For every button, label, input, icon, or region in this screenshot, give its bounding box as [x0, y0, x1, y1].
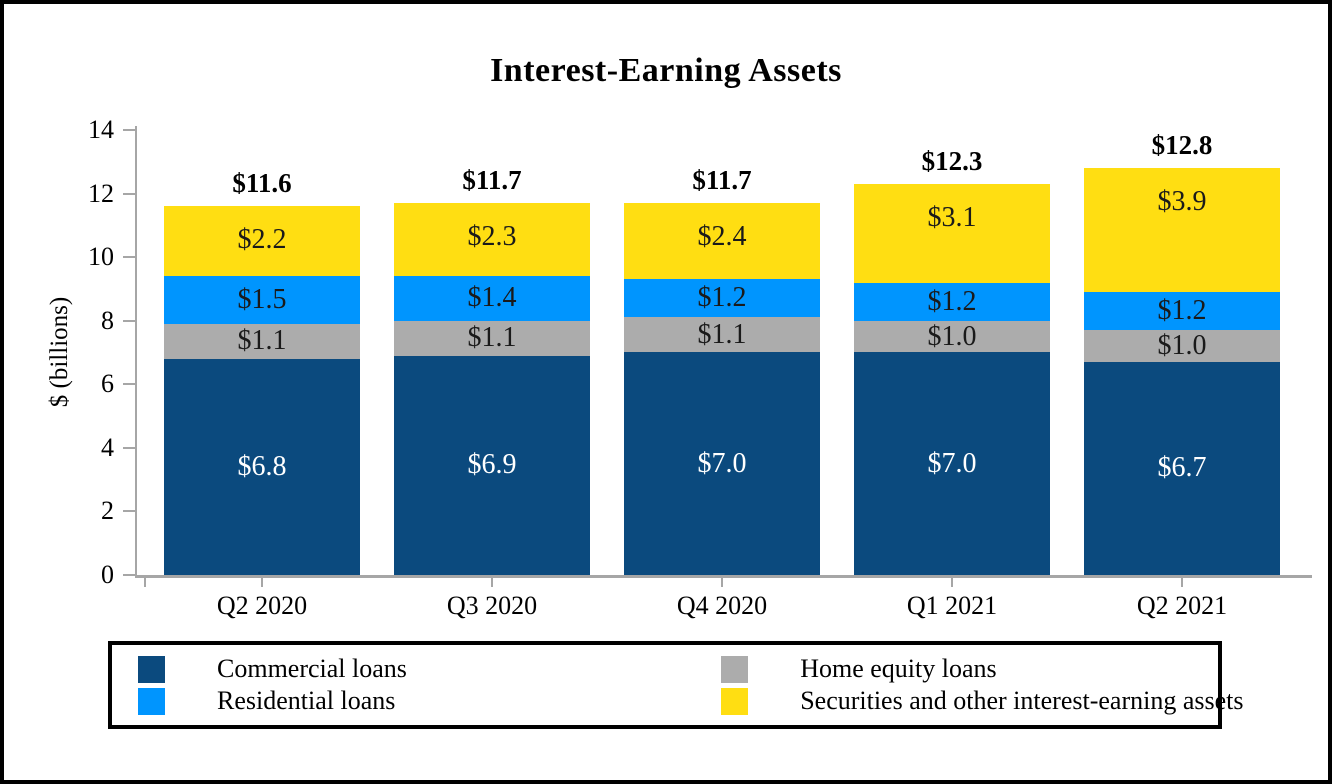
y-axis-tick — [123, 256, 135, 258]
bar-segment: $1.4 — [394, 276, 590, 321]
x-axis-origin-tick — [144, 575, 146, 587]
x-axis-label: Q4 2020 — [676, 591, 768, 620]
bar-segment: $7.0 — [624, 352, 820, 575]
x-axis-label: Q2 2020 — [216, 591, 308, 620]
segment-label: $2.2 — [237, 224, 287, 255]
bar-segment: $2.2 — [164, 206, 360, 276]
bar: $2.4 $1.2 $1.1 $7.0 — [624, 203, 820, 575]
y-axis-tick-label: 8 — [101, 306, 114, 335]
segment-label: $1.5 — [237, 283, 287, 315]
legend-label: Securities and other interest-earning as… — [800, 686, 1244, 715]
bar-segment: $6.8 — [164, 358, 360, 575]
bar: $2.3 $1.4 $1.1 $6.9 — [394, 203, 590, 575]
bar-segment: $3.9 — [1084, 168, 1280, 292]
x-axis-label: Q3 2020 — [446, 591, 538, 620]
y-axis-tick-label: 6 — [101, 369, 114, 398]
segment-label: $1.0 — [927, 320, 977, 352]
x-axis-tick — [261, 575, 263, 587]
segment-label: $2.3 — [467, 221, 517, 252]
x-axis-tick — [1181, 575, 1183, 587]
segment-label: $1.4 — [467, 282, 517, 314]
bar-segment: $1.0 — [1084, 330, 1280, 362]
x-axis-tick — [951, 575, 953, 587]
legend-label: Commercial loans — [217, 654, 407, 683]
segment-label: $6.7 — [1157, 452, 1207, 484]
legend-swatch — [721, 655, 749, 683]
y-axis-tick-label: 2 — [101, 496, 114, 525]
legend: Commercial loans Residential loans Home eq… — [108, 641, 1243, 729]
segment-label: $1.2 — [697, 282, 747, 314]
bar-segment: $6.9 — [394, 355, 590, 575]
y-axis-tick — [123, 193, 135, 195]
y-axis-tick-label: 0 — [101, 560, 114, 589]
y-axis-tick-label: 4 — [101, 433, 114, 462]
bar-segment: $6.7 — [1084, 361, 1280, 575]
y-axis-tick — [123, 129, 135, 131]
y-axis-tick — [123, 383, 135, 385]
x-axis-tick — [491, 575, 493, 587]
legend-item: Home equity loans — [721, 653, 1218, 685]
bar-segment: $1.2 — [854, 282, 1050, 321]
y-axis-tick-label: 12 — [88, 179, 114, 208]
bar-total-label: $12.8 — [1151, 130, 1213, 160]
bar-total-label: $12.3 — [921, 146, 983, 176]
segment-label: $1.2 — [927, 285, 977, 317]
y-axis-line — [135, 126, 137, 578]
bar-segment: $1.1 — [394, 320, 590, 356]
legend-swatch — [138, 655, 165, 683]
bar-segment: $2.4 — [624, 203, 820, 280]
segment-label: $2.4 — [697, 221, 747, 252]
y-axis-tick — [123, 574, 135, 576]
x-axis-label: Q2 2021 — [1136, 591, 1228, 620]
bar-segment: $1.2 — [1084, 291, 1280, 331]
y-axis-tick — [123, 320, 135, 322]
x-axis-label: Q1 2021 — [906, 591, 998, 620]
segment-label: $6.8 — [237, 450, 287, 482]
segment-label: $7.0 — [697, 447, 747, 479]
bar-segment: $1.1 — [624, 317, 820, 353]
bar: $3.1 $1.2 $1.0 $7.0 — [854, 184, 1050, 575]
bar-segment: $2.3 — [394, 203, 590, 277]
legend-swatch — [721, 687, 749, 715]
segment-label: $1.1 — [697, 318, 747, 350]
bar-segment: $3.1 — [854, 184, 1050, 283]
bar-segment: $1.1 — [164, 323, 360, 359]
bar-total-label: $11.6 — [232, 168, 292, 198]
x-axis-line — [135, 575, 1312, 578]
bar-segment: $1.5 — [164, 275, 360, 324]
legend-label: Residential loans — [217, 686, 396, 715]
segment-label: $1.1 — [467, 322, 517, 354]
y-axis-tick-label: 10 — [88, 242, 114, 271]
legend-item: Commercial loans — [138, 653, 721, 685]
chart-title: Interest-Earning Assets — [490, 52, 842, 89]
segment-label: $7.0 — [927, 447, 977, 479]
bar-segment: $1.0 — [854, 320, 1050, 353]
bar: $2.2 $1.5 $1.1 $6.8 — [164, 206, 360, 575]
segment-label: $1.2 — [1157, 295, 1207, 327]
bar: $3.9 $1.2 $1.0 $6.7 — [1084, 168, 1280, 575]
x-axis-tick — [721, 575, 723, 587]
y-axis-tick — [123, 447, 135, 449]
bar-total-label: $11.7 — [462, 165, 522, 195]
legend-label: Home equity loans — [800, 654, 997, 683]
y-axis-tick — [123, 510, 135, 512]
bar-total-label: $11.7 — [692, 165, 752, 195]
segment-label: $3.9 — [1157, 186, 1207, 217]
bar-segment: $1.2 — [624, 279, 820, 318]
legend-item: Residential loans — [138, 685, 721, 717]
bar-segment: $7.0 — [854, 352, 1050, 575]
segment-label: $3.1 — [927, 202, 977, 233]
segment-label: $1.1 — [237, 325, 287, 357]
y-axis-tick-label: 14 — [88, 115, 114, 144]
segment-label: $6.9 — [467, 449, 517, 481]
segment-label: $1.0 — [1157, 330, 1207, 361]
legend-item: Securities and other interest-earning as… — [721, 685, 1243, 717]
legend-swatch — [138, 687, 165, 715]
